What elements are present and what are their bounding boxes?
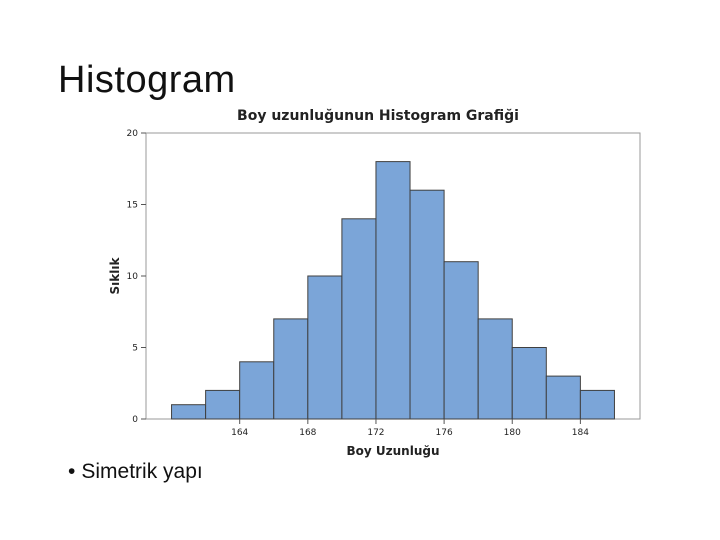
histogram-bar <box>205 389 241 420</box>
bullet-item: • Simetrik yapı <box>68 460 203 484</box>
x-axis-label: Boy Uzunluğu <box>347 444 440 458</box>
x-tick-label: 180 <box>504 428 521 438</box>
x-tick-label: 168 <box>299 428 316 438</box>
histogram-bar <box>239 361 275 420</box>
histogram-bar <box>511 347 547 420</box>
histogram-bar <box>307 275 343 420</box>
y-tick-label: 15 <box>127 201 138 211</box>
histogram-bar <box>171 404 207 420</box>
y-axis-label: Sıklık <box>108 257 122 295</box>
histogram-bar <box>545 375 581 420</box>
slide-title: Histogram <box>58 59 236 101</box>
y-tick-label: 10 <box>127 272 139 282</box>
x-tick-label: 172 <box>367 428 384 438</box>
x-tick-label: 176 <box>436 428 453 438</box>
x-tick-label: 164 <box>231 428 248 438</box>
histogram-bar <box>579 389 615 420</box>
histogram-bar <box>409 189 445 420</box>
bars-group <box>171 161 615 420</box>
chart-title: Boy uzunluğunun Histogram Grafiği <box>237 108 519 124</box>
x-axis: 164 168 172 176 180 184 <box>231 419 589 438</box>
histogram-bar <box>375 161 411 420</box>
y-axis: 0 5 10 15 20 <box>127 129 146 425</box>
histogram-bar <box>443 261 479 420</box>
x-tick-label: 184 <box>572 428 589 438</box>
histogram-bar <box>273 318 309 420</box>
y-tick-label: 20 <box>127 129 139 139</box>
histogram-bar <box>341 218 377 420</box>
bullet-marker: • <box>68 460 76 483</box>
y-tick-label: 0 <box>132 415 138 425</box>
bullet-text: Simetrik yapı <box>81 460 203 483</box>
y-tick-label: 5 <box>132 344 138 354</box>
histogram-bar <box>477 318 513 420</box>
